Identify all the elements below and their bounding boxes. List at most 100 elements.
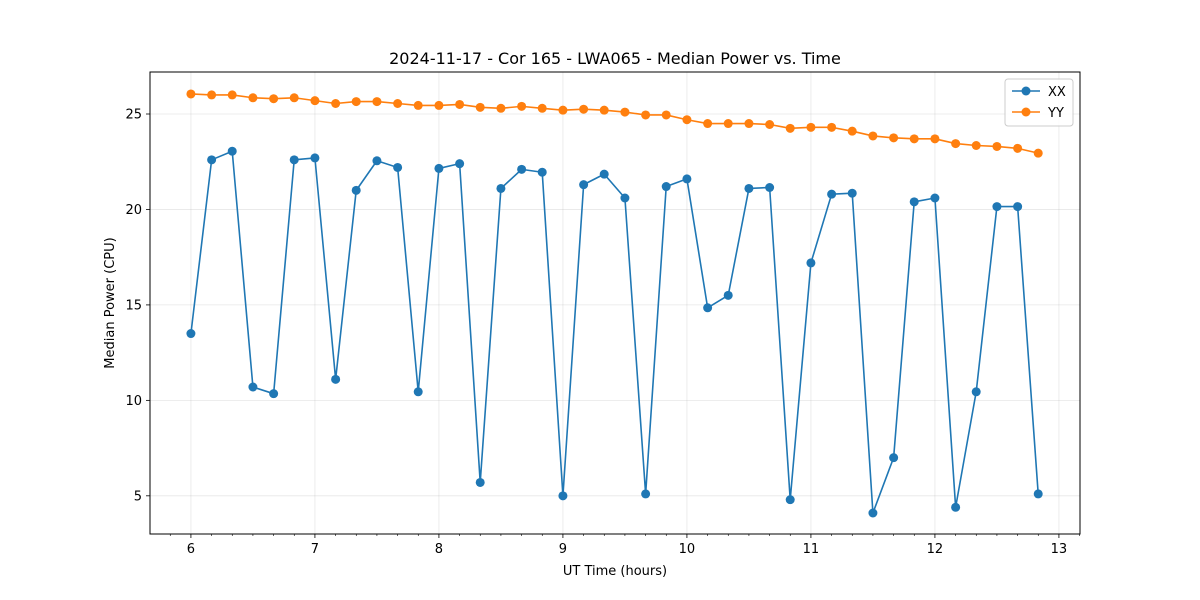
data-point-xx: [351, 185, 361, 195]
legend-label-xx: XX: [1048, 85, 1066, 100]
data-point-yy: [434, 100, 444, 110]
y-tick-label: 5: [134, 489, 142, 504]
data-point-yy: [951, 139, 961, 149]
data-point-xx: [682, 174, 692, 184]
data-point-yy: [765, 120, 775, 129]
data-point-xx: [744, 183, 754, 193]
grid: [150, 72, 1080, 534]
data-point-yy: [186, 89, 196, 99]
data-point-xx: [620, 193, 630, 203]
data-point-xx: [434, 163, 444, 173]
data-point-xx: [971, 387, 981, 397]
plot-area: [149, 71, 1081, 535]
data-point-yy: [289, 93, 299, 103]
data-point-yy: [331, 99, 341, 108]
x-tick-label: 11: [803, 542, 820, 557]
data-point-yy: [207, 90, 217, 100]
data-point-xx: [310, 153, 320, 163]
data-point-xx: [1033, 489, 1043, 499]
data-point-xx: [537, 167, 547, 177]
x-tick-label: 10: [679, 542, 696, 557]
data-point-yy: [496, 103, 506, 113]
legend-marker-xx: [1021, 86, 1031, 96]
data-point-xx: [579, 180, 589, 190]
x-tick-label: 7: [311, 542, 319, 557]
data-point-xx: [661, 182, 671, 192]
data-point-yy: [682, 115, 692, 125]
data-point-yy: [1033, 148, 1043, 158]
data-point-xx: [930, 193, 940, 203]
data-point-xx: [393, 162, 403, 172]
data-point-yy: [558, 105, 568, 115]
data-point-xx: [558, 491, 568, 501]
data-point-yy: [868, 131, 878, 141]
data-point-xx: [992, 202, 1002, 212]
data-point-yy: [413, 100, 423, 110]
data-point-xx: [227, 146, 237, 156]
data-point-xx: [248, 382, 258, 392]
data-point-yy: [930, 134, 940, 144]
data-point-yy: [599, 105, 609, 115]
data-point-yy: [971, 141, 981, 150]
data-point-yy: [227, 90, 237, 100]
data-point-xx: [1013, 202, 1023, 212]
data-point-yy: [372, 97, 382, 107]
data-point-yy: [847, 126, 857, 136]
data-point-yy: [992, 141, 1002, 151]
x-tick-label: 12: [927, 542, 944, 557]
data-point-xx: [847, 188, 857, 198]
data-point-xx: [909, 197, 919, 207]
data-point-xx: [765, 183, 775, 192]
data-point-yy: [475, 102, 485, 112]
data-point-yy: [310, 96, 320, 106]
data-point-yy: [661, 110, 671, 120]
series-lines: [186, 89, 1043, 518]
data-point-xx: [496, 183, 506, 193]
data-point-xx: [785, 495, 795, 505]
data-point-yy: [744, 119, 754, 129]
x-axis-label: UT Time (hours): [563, 564, 667, 579]
chart-title: 2024-11-17 - Cor 165 - LWA065 - Median P…: [389, 49, 841, 68]
data-point-xx: [951, 502, 961, 512]
data-point-xx: [331, 374, 341, 384]
data-point-yy: [393, 99, 403, 108]
data-point-yy: [455, 99, 465, 109]
data-point-yy: [723, 119, 733, 129]
y-tick-label: 25: [125, 108, 142, 123]
data-point-yy: [641, 110, 651, 120]
x-tick-label: 13: [1051, 542, 1068, 557]
data-point-yy: [827, 122, 837, 132]
data-point-xx: [372, 156, 382, 166]
data-point-yy: [517, 101, 527, 111]
data-point-xx: [475, 477, 485, 487]
data-point-yy: [351, 97, 361, 107]
y-axis-ticks: 5 10 15 20 25: [125, 108, 150, 504]
x-tick-label: 6: [187, 542, 195, 557]
y-tick-label: 15: [125, 298, 142, 313]
data-point-xx: [889, 453, 899, 463]
data-point-xx: [723, 290, 733, 300]
data-point-xx: [289, 155, 299, 165]
data-point-yy: [1013, 143, 1023, 153]
data-point-xx: [703, 303, 713, 313]
data-point-xx: [599, 169, 609, 179]
data-point-yy: [703, 119, 713, 129]
x-tick-label: 9: [559, 542, 567, 557]
data-point-xx: [827, 189, 837, 199]
y-axis-label: Median Power (CPU): [103, 237, 118, 368]
data-point-yy: [579, 104, 589, 114]
data-point-xx: [413, 387, 423, 397]
data-point-xx: [455, 159, 465, 169]
data-point-xx: [868, 508, 878, 518]
data-point-xx: [269, 389, 279, 399]
data-point-yy: [269, 94, 279, 104]
legend: XX YY: [1004, 78, 1074, 127]
data-point-yy: [537, 103, 547, 113]
y-tick-label: 10: [125, 394, 142, 409]
y-tick-label: 20: [125, 203, 142, 218]
legend-label-yy: YY: [1047, 106, 1064, 121]
data-point-yy: [785, 123, 795, 133]
x-axis-ticks: 6 7 8 9 10 11 12 13: [169, 534, 1080, 557]
